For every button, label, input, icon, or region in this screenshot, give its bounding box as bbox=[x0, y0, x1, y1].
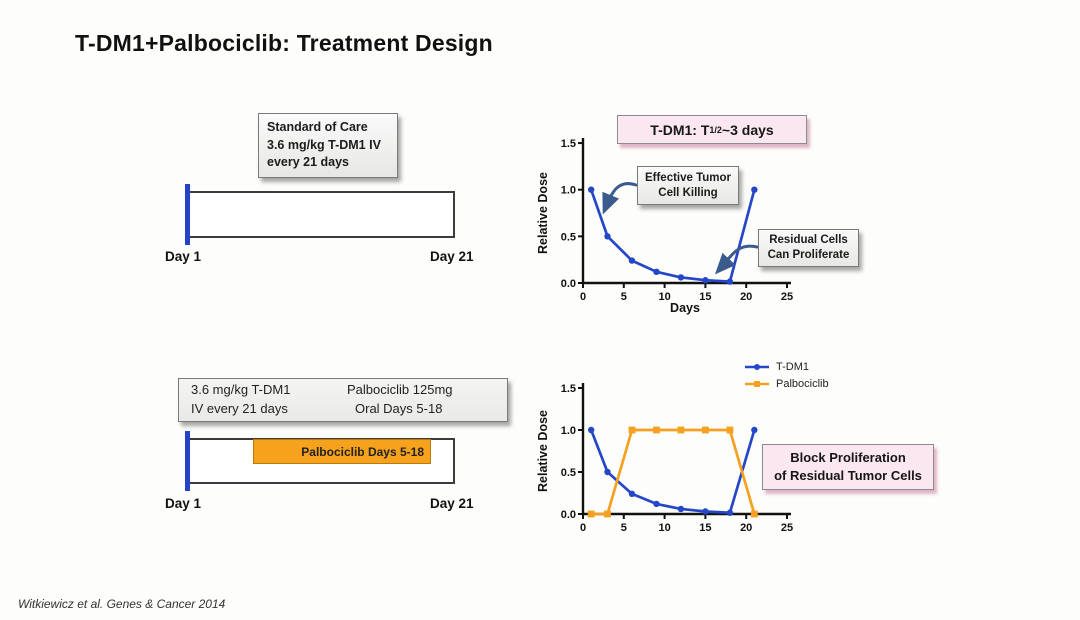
legend-item-Palbociclib: Palbociclib bbox=[744, 377, 829, 391]
svg-text:0: 0 bbox=[580, 291, 586, 303]
svg-text:0: 0 bbox=[580, 522, 586, 534]
svg-text:Days: Days bbox=[670, 301, 700, 315]
tdm1-dose-marker-bottom bbox=[185, 431, 190, 491]
soc-line-2: 3.6 mg/kg T-DM1 IV bbox=[267, 137, 381, 152]
block-proliferation-line-2: of Residual Tumor Cells bbox=[774, 468, 922, 483]
tdm1-pk-chart: 0.0 0.5 1.0 1.5 0 5 10 15 20 25 Days Relative Dose bbox=[536, 138, 793, 315]
soc-line-3: every 21 days bbox=[267, 155, 350, 169]
combination-dosing-box: 3.6 mg/kg T-DM1 IV every 21 days Palboci… bbox=[178, 378, 508, 422]
callout-arrow bbox=[602, 182, 638, 215]
residual-cells-line-1: Residual Cells bbox=[769, 234, 848, 247]
residual-cells-callout: Residual Cells Can Proliferate bbox=[758, 229, 859, 267]
svg-text:0.0: 0.0 bbox=[561, 509, 576, 521]
combo-palbo-column: Palbociclib 125mg Oral Days 5-18 bbox=[347, 381, 453, 419]
combo-tdm1-line-1: 3.6 mg/kg T-DM1 bbox=[191, 382, 291, 398]
combo-tdm1-column: 3.6 mg/kg T-DM1 IV every 21 days bbox=[179, 381, 347, 419]
svg-text:25: 25 bbox=[781, 522, 793, 534]
halflife-post: ~3 days bbox=[721, 121, 774, 138]
svg-text:1.0: 1.0 bbox=[561, 185, 576, 197]
svg-text:10: 10 bbox=[658, 522, 670, 534]
series-Palbociclib bbox=[591, 428, 756, 516]
svg-text:0.5: 0.5 bbox=[561, 231, 576, 243]
svg-text:15: 15 bbox=[699, 291, 711, 303]
standard-of-care-box: Standard of Care 3.6 mg/kg T-DM1 IV ever… bbox=[258, 113, 398, 178]
timeline-top-rect bbox=[188, 191, 455, 238]
legend-label: T-DM1 bbox=[776, 361, 809, 373]
legend-marker-icon bbox=[745, 381, 769, 387]
combo-tdm1-line-2: IV every 21 days bbox=[191, 401, 288, 416]
legend-marker-icon bbox=[745, 364, 769, 370]
combo-palbo-line-2: Oral Days 5-18 bbox=[355, 401, 443, 416]
timeline-bottom-day21-label: Day 21 bbox=[430, 496, 474, 511]
series-T-DM1 bbox=[589, 429, 756, 515]
svg-text:0.5: 0.5 bbox=[561, 467, 576, 479]
svg-text:15: 15 bbox=[699, 522, 711, 534]
svg-text:0.0: 0.0 bbox=[561, 278, 576, 290]
block-proliferation-box: Block Proliferation of Residual Tumor Ce… bbox=[762, 444, 934, 490]
svg-text:1.5: 1.5 bbox=[561, 138, 576, 150]
soc-line-1: Standard of Care bbox=[267, 120, 368, 134]
svg-text:1.0: 1.0 bbox=[561, 425, 576, 437]
citation: Witkiewicz et al. Genes & Cancer 2014 bbox=[18, 597, 226, 611]
svg-text:10: 10 bbox=[658, 291, 670, 303]
svg-text:25: 25 bbox=[781, 291, 793, 303]
block-proliferation-line-1: Block Proliferation bbox=[790, 450, 906, 466]
svg-text:5: 5 bbox=[621, 291, 627, 303]
svg-text:20: 20 bbox=[740, 291, 752, 303]
chart-legend: T-DM1 Palbociclib bbox=[744, 360, 829, 391]
effective-killing-line-1: Effective Tumor bbox=[644, 171, 732, 184]
halflife-sub: 1/2 bbox=[709, 124, 722, 135]
combo-palbo-line-1: Palbociclib 125mg bbox=[347, 382, 453, 398]
svg-text:Relative Dose: Relative Dose bbox=[536, 410, 550, 492]
combination-pk-chart: 0.0 0.5 1.0 1.5 0 5 10 15 20 25 Relative Dose bbox=[536, 383, 793, 534]
legend-label: Palbociclib bbox=[776, 378, 829, 390]
timeline-top-day1-label: Day 1 bbox=[165, 249, 202, 264]
timeline-top-day21-label: Day 21 bbox=[430, 249, 474, 264]
svg-text:20: 20 bbox=[740, 522, 752, 534]
timeline-bottom-day1-label: Day 1 bbox=[165, 496, 202, 511]
svg-text:Relative Dose: Relative Dose bbox=[536, 172, 550, 254]
residual-cells-line-2: Can Proliferate bbox=[767, 249, 850, 261]
svg-text:5: 5 bbox=[621, 522, 627, 534]
effective-killing-line-2: Cell Killing bbox=[658, 186, 718, 199]
palbociclib-bar: Palbociclib Days 5-18 bbox=[253, 439, 431, 464]
series-T-DM1 bbox=[589, 189, 756, 283]
tdm1-dose-marker-top bbox=[185, 184, 190, 245]
svg-text:1.5: 1.5 bbox=[561, 383, 576, 395]
callout-arrow bbox=[714, 244, 759, 275]
legend-item-T-DM1: T-DM1 bbox=[744, 360, 829, 374]
slide-title: T-DM1+Palbociclib: Treatment Design bbox=[75, 30, 493, 56]
tdm1-halflife-box: T-DM1: T 1/2 ~3 days bbox=[617, 115, 807, 144]
effective-killing-callout: Effective Tumor Cell Killing bbox=[637, 166, 739, 205]
halflife-pre: T-DM1: T bbox=[650, 121, 710, 138]
